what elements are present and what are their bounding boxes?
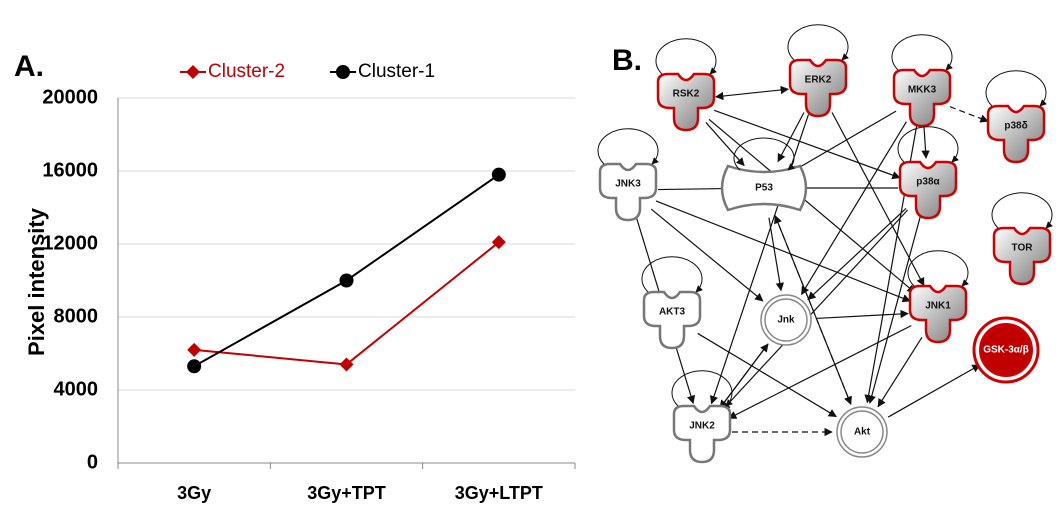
y-tick-label: 12000 xyxy=(42,232,98,254)
node-label: MKK3 xyxy=(908,85,937,96)
node-label: ERK2 xyxy=(805,75,832,86)
series-line xyxy=(194,175,499,367)
point xyxy=(187,343,201,357)
node-label: p38α xyxy=(916,177,940,188)
edge xyxy=(950,107,988,122)
node-shape xyxy=(988,106,1044,162)
y-tick-label: 4000 xyxy=(54,378,99,400)
node-label: Akt xyxy=(854,427,871,438)
x-tick-label: 3Gy xyxy=(177,483,211,503)
edge xyxy=(651,209,763,301)
node-shape xyxy=(790,60,846,116)
figure: A. B. Pixel intensity RSK2 ERK2 MKK3 p38δ JN… xyxy=(0,0,1064,509)
node-shape xyxy=(994,228,1050,284)
edge xyxy=(778,113,804,162)
node-shape xyxy=(910,286,966,342)
node-label: GSK-3α/β xyxy=(983,345,1029,356)
edge xyxy=(924,126,926,158)
edge xyxy=(722,210,907,410)
self-loop xyxy=(986,71,1046,106)
panel-label: B. xyxy=(612,44,642,77)
node-label: JNK3 xyxy=(615,179,641,190)
y-tick-label: 16000 xyxy=(42,159,98,181)
node-label: AKT3 xyxy=(659,307,686,318)
node-shape xyxy=(600,164,656,220)
edge xyxy=(808,208,906,299)
self-loop xyxy=(642,257,702,292)
edge xyxy=(720,344,768,408)
node-label: RSK2 xyxy=(673,89,700,100)
legend-marker xyxy=(186,65,200,79)
y-axis-label: Pixel intensity xyxy=(24,207,49,356)
y-tick-label: 8000 xyxy=(54,305,99,327)
edge xyxy=(656,201,910,301)
node-shape xyxy=(644,292,700,348)
node-shape xyxy=(674,406,730,462)
node-label: JNK1 xyxy=(925,301,951,312)
self-loop xyxy=(598,129,658,164)
x-tick-label: 3Gy+TPT xyxy=(307,483,386,503)
y-tick-label: 0 xyxy=(87,451,98,473)
point xyxy=(492,168,506,182)
self-loop xyxy=(656,39,716,74)
self-loop xyxy=(898,127,958,162)
self-loop xyxy=(992,193,1052,228)
legend-label: Cluster-1 xyxy=(358,61,435,82)
node-label: p38δ xyxy=(1004,121,1027,132)
node-shape xyxy=(658,74,714,130)
self-loop xyxy=(908,251,968,286)
edge xyxy=(888,365,980,417)
self-loop xyxy=(672,371,732,406)
point xyxy=(187,359,201,373)
legend-label: Cluster-2 xyxy=(208,61,285,82)
point xyxy=(340,274,354,288)
self-loop xyxy=(788,25,848,60)
legend-marker xyxy=(336,65,350,79)
node-label: P53 xyxy=(755,183,773,194)
self-loop xyxy=(892,35,952,70)
node-label: JNK2 xyxy=(689,421,715,432)
panel-label: A. xyxy=(14,50,44,83)
node-shape xyxy=(894,70,950,126)
x-tick-label: 3Gy+LTPT xyxy=(455,483,543,503)
network: RSK2 ERK2 MKK3 p38δ JNK3 P53 p38α TOR AKT3 Jnk JNK… xyxy=(598,25,1052,462)
edge xyxy=(832,112,924,285)
node-label: TOR xyxy=(1012,243,1034,254)
edge xyxy=(716,89,788,97)
edge xyxy=(729,326,912,419)
node-label: Jnk xyxy=(777,315,795,326)
series-line xyxy=(194,242,499,364)
node-shape xyxy=(900,162,956,218)
y-tick-label: 20000 xyxy=(42,86,98,108)
